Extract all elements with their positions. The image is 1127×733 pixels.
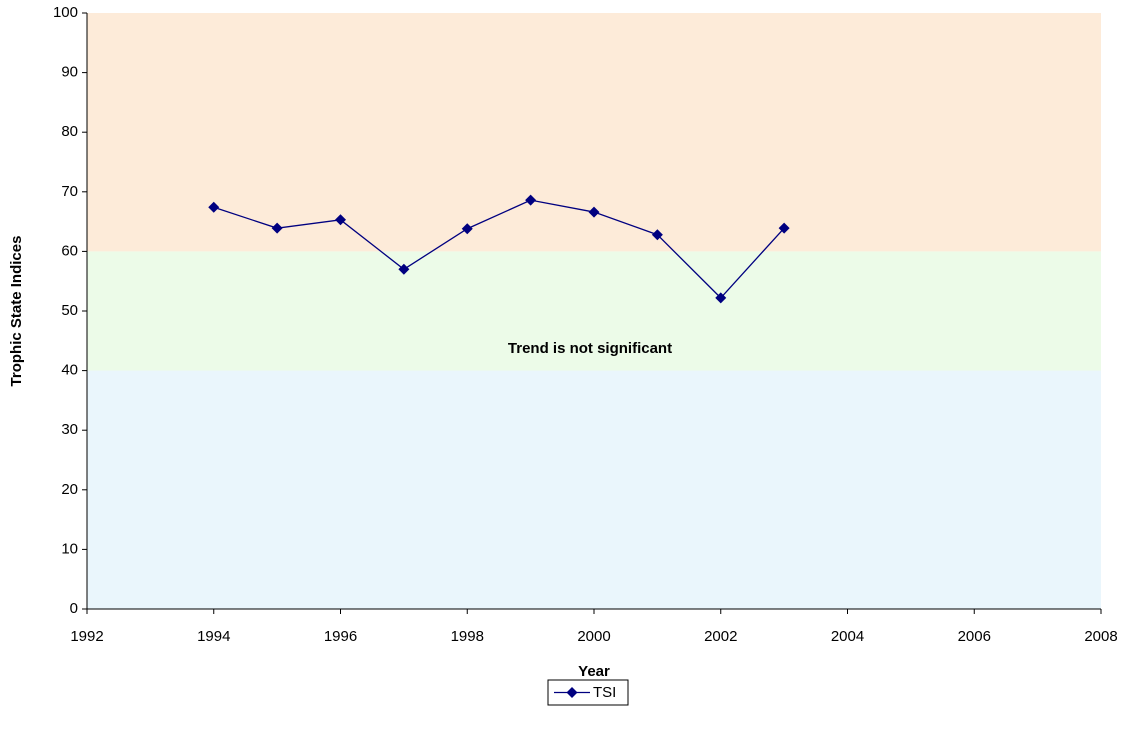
band (87, 370, 1101, 609)
x-tick-label: 2006 (958, 628, 991, 645)
y-tick-label: 90 (61, 64, 78, 81)
annotation: Trend is not significant (508, 340, 672, 357)
legend-label: TSI (593, 684, 616, 701)
legend-marker (566, 687, 578, 698)
point (335, 214, 346, 226)
x-tick-label: 2002 (704, 628, 737, 645)
series-line (213, 199, 785, 299)
y-tick-label: 70 (61, 183, 78, 200)
x-tick-label: 1998 (451, 628, 484, 645)
y-tick-label: 20 (61, 481, 78, 498)
point (271, 222, 283, 234)
y-tick-label: 0 (70, 600, 78, 617)
x-axis-title: Year (578, 663, 610, 680)
x-tick-label: 2008 (1084, 628, 1117, 645)
point (651, 229, 663, 241)
point (461, 223, 473, 235)
y-tick-label: 50 (61, 302, 78, 319)
point (778, 222, 790, 234)
band (87, 251, 1101, 371)
y-tick-label: 100 (53, 4, 78, 21)
point (525, 194, 537, 206)
y-tick-label: 60 (61, 242, 78, 259)
y-tick-label: 40 (61, 362, 78, 379)
y-tick-label: 80 (61, 123, 78, 140)
y-axis-title: Trophic State Indices (8, 236, 25, 387)
point (715, 292, 727, 304)
point (398, 263, 410, 275)
x-tick-label: 1994 (197, 628, 230, 645)
point (208, 201, 220, 213)
x-tick-label: 1992 (70, 628, 103, 645)
x-tick-label: 2000 (577, 628, 610, 645)
y-tick-label: 10 (61, 540, 78, 557)
x-tick-label: 1996 (324, 628, 357, 645)
point (588, 206, 600, 218)
x-tick-label: 2004 (831, 628, 864, 645)
y-tick-label: 30 (61, 421, 78, 438)
